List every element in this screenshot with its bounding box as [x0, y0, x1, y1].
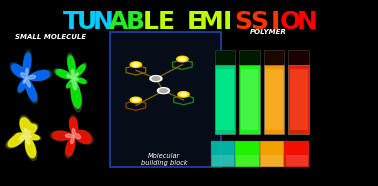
Bar [288, 65, 309, 134]
Polygon shape [6, 115, 41, 161]
Text: U: U [77, 10, 97, 34]
Circle shape [179, 57, 186, 61]
Circle shape [132, 98, 139, 102]
Bar [290, 69, 308, 130]
Bar [265, 69, 283, 130]
Circle shape [178, 92, 189, 97]
Text: N: N [93, 10, 113, 34]
Text: S: S [234, 10, 252, 34]
Polygon shape [67, 69, 79, 90]
Polygon shape [8, 118, 39, 157]
Circle shape [150, 76, 162, 81]
Polygon shape [10, 50, 52, 104]
Circle shape [160, 89, 167, 92]
Polygon shape [52, 117, 92, 156]
Bar [237, 155, 259, 166]
Bar [235, 141, 260, 167]
Text: Molecular
building block: Molecular building block [141, 153, 188, 166]
Bar [261, 155, 284, 166]
Text: S: S [250, 10, 268, 34]
Text: E: E [158, 10, 175, 34]
Polygon shape [65, 129, 81, 144]
Polygon shape [19, 129, 31, 144]
Circle shape [180, 93, 187, 96]
Polygon shape [50, 115, 94, 158]
Text: N: N [296, 10, 317, 34]
Text: L: L [143, 10, 158, 34]
Polygon shape [54, 53, 87, 112]
Polygon shape [8, 117, 40, 158]
Bar [216, 69, 234, 130]
Text: SMALL MOLECULE: SMALL MOLECULE [15, 34, 87, 40]
Circle shape [177, 56, 188, 62]
Bar [239, 65, 260, 134]
Text: A: A [109, 10, 129, 34]
Circle shape [152, 77, 160, 80]
Polygon shape [21, 68, 36, 87]
Bar [241, 69, 259, 130]
Text: O: O [280, 10, 302, 34]
Text: POLYMER: POLYMER [250, 29, 287, 35]
Text: I: I [223, 10, 232, 34]
Polygon shape [11, 52, 50, 102]
Polygon shape [56, 55, 86, 109]
Bar [215, 65, 235, 134]
Text: I: I [270, 10, 280, 34]
Bar [285, 141, 309, 167]
Bar [212, 155, 234, 166]
Text: B: B [125, 10, 144, 34]
Circle shape [130, 97, 141, 103]
Bar [286, 155, 308, 166]
Bar [239, 50, 260, 65]
Circle shape [132, 63, 139, 66]
Polygon shape [12, 54, 49, 101]
Bar [264, 65, 285, 134]
Bar [215, 50, 235, 65]
Bar [264, 50, 285, 65]
Bar [260, 141, 284, 167]
Polygon shape [53, 118, 91, 155]
Circle shape [157, 88, 169, 94]
Polygon shape [56, 56, 86, 108]
Bar [288, 50, 309, 65]
Text: E: E [187, 10, 204, 34]
Bar [211, 141, 235, 167]
Bar [110, 32, 221, 167]
Text: T: T [63, 10, 80, 34]
Circle shape [130, 62, 141, 67]
Text: M: M [199, 10, 224, 34]
